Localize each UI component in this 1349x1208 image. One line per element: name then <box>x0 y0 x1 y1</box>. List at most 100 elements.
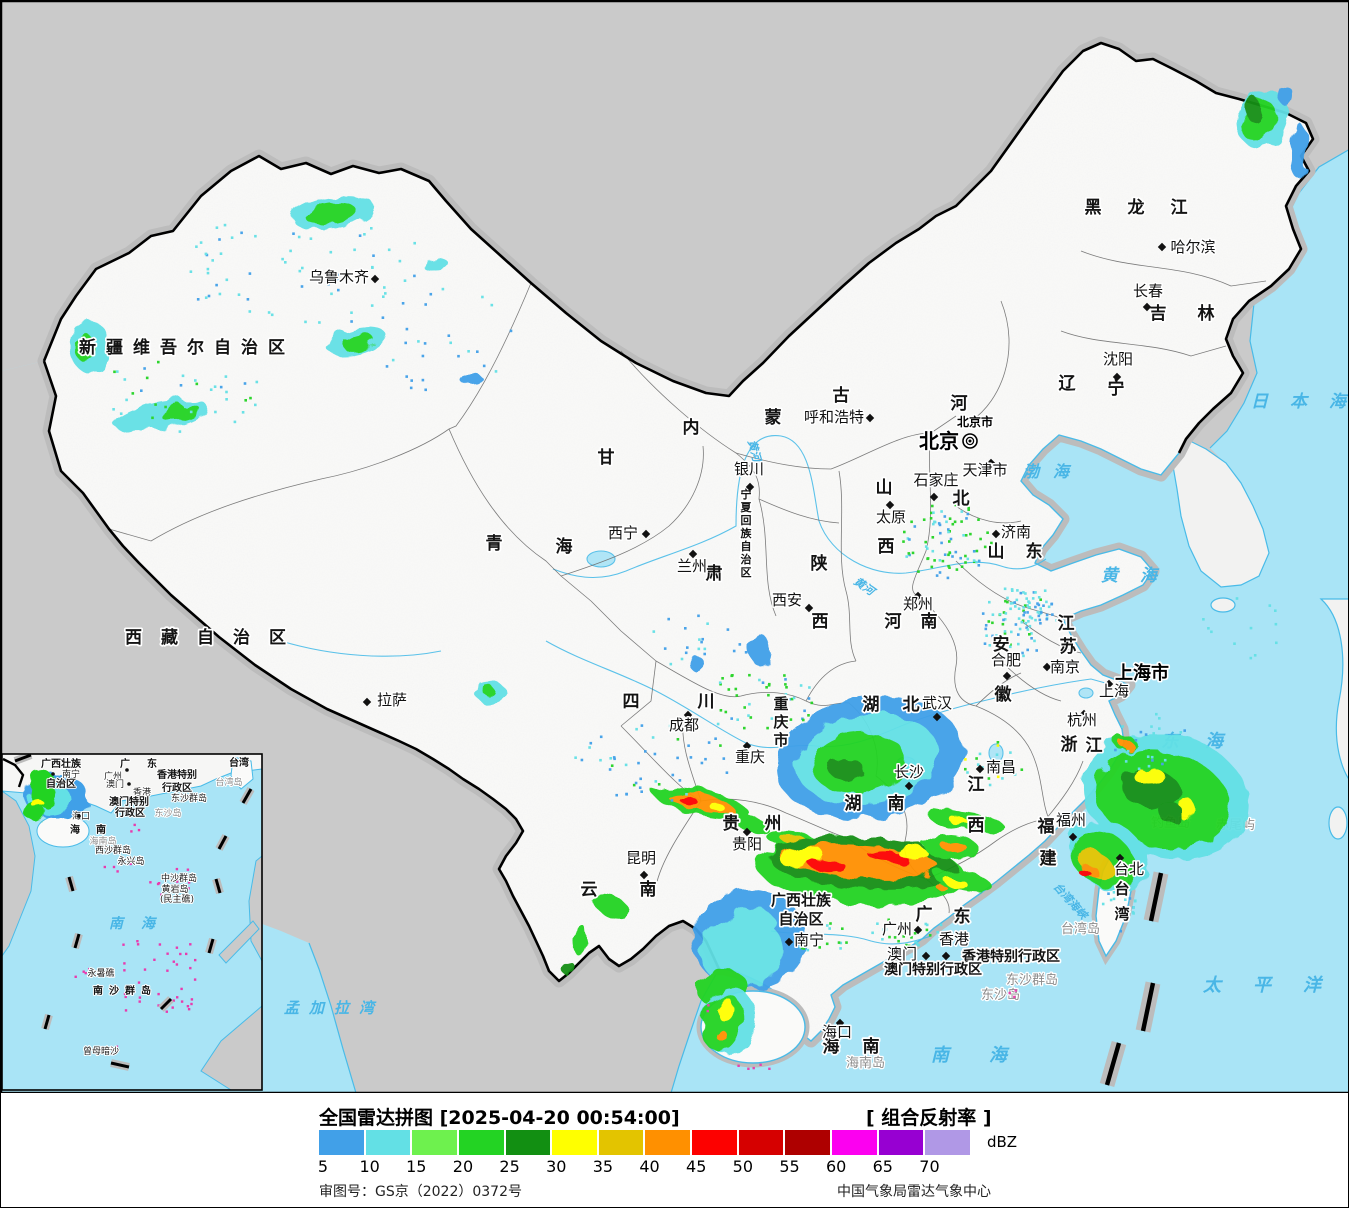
radar-speckle <box>926 547 929 550</box>
province-label: 黑龙江 <box>1085 197 1214 218</box>
inset-dash <box>43 1014 51 1030</box>
radar-speckle <box>1001 643 1004 646</box>
radar-speckle <box>284 261 287 264</box>
radar-speckle <box>701 637 704 641</box>
radar-speckle <box>714 737 717 740</box>
radar-speckle <box>1138 737 1142 740</box>
radar-speckle <box>155 407 159 410</box>
radar-speckle <box>249 396 252 400</box>
radar-speckle <box>902 540 905 543</box>
reef-mark <box>84 971 87 975</box>
radar-speckle <box>798 945 802 949</box>
city-label: 乌鲁木齐 <box>309 268 369 286</box>
radar-speckle <box>948 566 951 569</box>
radar-speckle <box>900 921 904 925</box>
reef-mark <box>119 856 122 860</box>
radar-speckle <box>1009 602 1013 605</box>
radar-speckle <box>915 942 919 945</box>
radar-speckle <box>1027 606 1031 609</box>
inset-radar-echo <box>29 771 57 807</box>
radar-speckle <box>401 302 405 305</box>
radar-speckle <box>659 798 662 802</box>
radar-speckle <box>719 744 722 747</box>
radar-speckle <box>370 227 373 230</box>
radar-speckle <box>941 559 945 563</box>
radar-speckle <box>657 783 661 786</box>
radar-speckle <box>802 718 805 722</box>
dbz-tick: 5 <box>317 1157 329 1176</box>
radar-speckle <box>931 504 934 508</box>
reef-mark <box>189 966 192 970</box>
radar-speckle <box>784 707 788 710</box>
inset-label: 香港特别 <box>157 768 197 781</box>
radar-speckle <box>981 612 985 615</box>
radar-speckle <box>985 634 988 637</box>
reef-mark <box>166 952 169 955</box>
reef-mark <box>187 887 190 890</box>
reef-mark <box>180 1000 184 1003</box>
inset-label: 台湾 <box>229 756 249 769</box>
radar-speckle <box>218 292 222 296</box>
reef-mark <box>137 858 140 861</box>
radar-speckle <box>719 709 723 712</box>
city-marker <box>941 951 951 961</box>
radar-speckle <box>1026 604 1029 607</box>
radar-speckle <box>1010 630 1013 634</box>
reef-mark <box>176 996 179 999</box>
radar-echo <box>1290 123 1308 179</box>
radar-speckle <box>613 757 616 761</box>
radar-speckle <box>882 928 885 931</box>
radar-speckle <box>404 341 407 345</box>
city-label: 济南 <box>1001 523 1031 541</box>
city-label: 台北 <box>1114 860 1144 878</box>
radar-speckle <box>931 549 935 553</box>
radar-speckle <box>403 279 407 282</box>
radar-speckle <box>887 918 890 922</box>
province-label: 宁夏回族自治区 <box>741 487 753 579</box>
radar-speckle <box>449 341 452 345</box>
radar-speckle <box>825 942 829 946</box>
city-marker <box>742 741 752 751</box>
dbz-swatch-10 <box>365 1130 411 1155</box>
province-label: 四 <box>623 692 640 712</box>
inset-dash <box>214 878 222 894</box>
radar-speckle <box>1025 626 1028 629</box>
radar-speckle <box>1003 587 1007 591</box>
radar-speckle <box>1002 763 1006 766</box>
province-label: 江 <box>1058 614 1075 634</box>
radar-speckle <box>987 777 991 780</box>
radar-speckle <box>635 727 638 731</box>
radar-speckle <box>966 557 970 561</box>
sea-label: 黄海 <box>1101 566 1179 586</box>
radar-speckle <box>1158 717 1161 720</box>
radar-speckle <box>1028 633 1031 636</box>
radar-speckle <box>938 571 942 574</box>
product-label: [ 组合反射率 ] <box>866 1107 992 1129</box>
reef-mark <box>172 960 175 963</box>
radar-speckle <box>964 561 967 564</box>
radar-speckle <box>123 378 127 381</box>
reef-mark <box>146 988 149 992</box>
radar-speckle <box>1026 611 1029 614</box>
radar-speckle <box>724 710 728 714</box>
radar-speckle <box>1037 614 1041 618</box>
reef-mark <box>96 1052 100 1055</box>
province-label: 湖 <box>845 794 862 814</box>
inset-label: 海 <box>70 823 80 836</box>
radar-speckle <box>1155 712 1158 716</box>
radar-speckle <box>589 741 593 745</box>
radar-speckle <box>383 286 386 289</box>
reef-mark <box>137 828 141 832</box>
radar-speckle <box>653 752 657 756</box>
reef-mark <box>180 987 183 991</box>
reef-mark <box>116 870 119 873</box>
radar-speckle <box>808 686 811 689</box>
radar-speckle <box>732 649 736 653</box>
radar-speckle <box>943 515 947 518</box>
radar-speckle <box>907 552 911 555</box>
inset-dash <box>73 933 81 949</box>
radar-speckle <box>684 651 688 655</box>
reef-mark <box>768 1067 771 1070</box>
radar-speckle <box>964 767 967 771</box>
province-label: 南 <box>888 793 905 814</box>
